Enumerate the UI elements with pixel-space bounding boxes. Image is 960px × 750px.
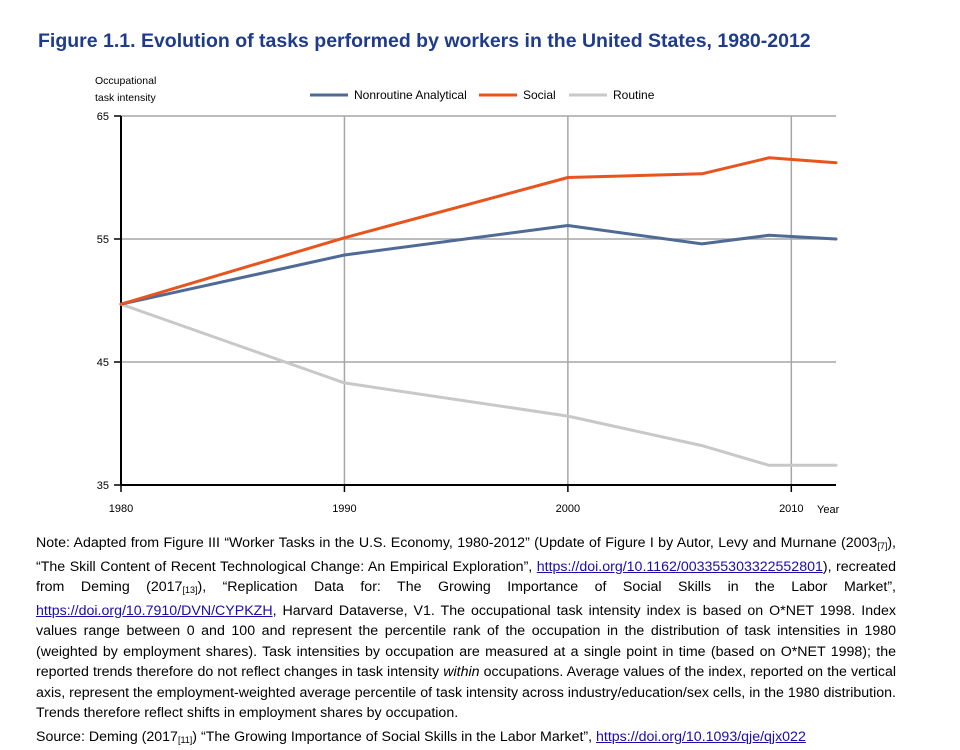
- x-tick-label-2000: 2000: [556, 503, 580, 515]
- note-ref-13: [13]: [182, 585, 198, 595]
- figure-source: Source: Deming (2017[11]) “The Growing I…: [36, 729, 806, 745]
- legend-label-social: Social: [523, 88, 556, 102]
- series-line-social: [119, 156, 838, 306]
- y-tick-label-35: 35: [97, 480, 109, 492]
- y-tick-label-65: 65: [97, 111, 109, 123]
- figure-title: Figure 1.1. Evolution of tasks performed…: [38, 30, 811, 52]
- y-axis-title-line2: task intensity: [95, 92, 156, 104]
- figure-note: Note: Adapted from Figure III “Worker Ta…: [36, 535, 896, 721]
- line-chart: 35 45 55 65 1980 1990 2000 2010 Occupational task…: [95, 75, 840, 516]
- y-axis-title-line1: Occupational: [95, 75, 156, 87]
- series-line-routine: [119, 302, 838, 467]
- x-axis-title: Year: [817, 504, 840, 516]
- x-tick-label-1980: 1980: [109, 503, 133, 515]
- legend-label-routine: Routine: [613, 88, 655, 102]
- doi-link-dataverse[interactable]: https://doi.org/10.7910/DVN/CYPKZH: [36, 602, 273, 619]
- doi-link-autor[interactable]: https://doi.org/10.1162/0033553033225528…: [536, 558, 823, 575]
- note-ref-7: [7]: [877, 541, 888, 551]
- y-tick-label-45: 45: [97, 357, 109, 369]
- source-ref-11: [11]: [177, 735, 193, 745]
- x-tick-label-2010: 2010: [779, 503, 803, 515]
- legend-label-nonroutine-analytical: Nonroutine Analytical: [354, 88, 467, 102]
- y-tick-label-55: 55: [97, 234, 109, 246]
- x-tick-label-1990: 1990: [332, 503, 356, 515]
- series-line-nonroutine-analytical: [119, 224, 838, 306]
- doi-link-deming[interactable]: https://doi.org/10.1093/qje/qjx022: [596, 729, 806, 745]
